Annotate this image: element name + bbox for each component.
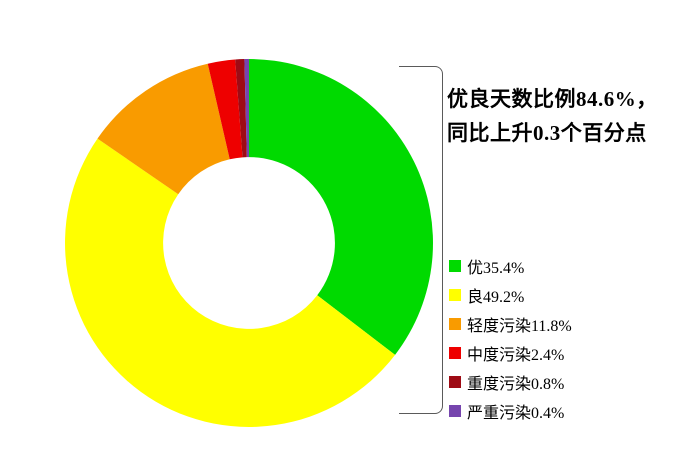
- donut-chart: [65, 59, 433, 427]
- annotation-line-1: 优良天数比例84.6%，: [447, 87, 658, 111]
- chart-legend: 优35.4% 良49.2% 轻度污染11.8% 中度污染2.4% 重度污染0.8% 严重污…: [449, 251, 572, 425]
- donut-slice-1: [65, 138, 396, 427]
- legend-label: 良49.2%: [467, 288, 525, 306]
- legend-item-5: 严重污染0.4%: [449, 396, 572, 425]
- legend-label: 优35.4%: [467, 259, 525, 277]
- legend-item-4: 重度污染0.8%: [449, 367, 572, 396]
- donut-slice-3: [207, 59, 243, 160]
- annotation-text: 优良天数比例84.6%， 同比上升0.3个百分点: [447, 82, 687, 150]
- legend-swatch-icon: [449, 346, 461, 359]
- legend-item-0: 优35.4%: [449, 251, 572, 280]
- legend-swatch-icon: [449, 259, 461, 272]
- legend-swatch-icon: [449, 404, 461, 417]
- donut-slice-5: [244, 59, 249, 158]
- legend-label: 中度污染2.4%: [467, 346, 565, 364]
- legend-label: 重度污染0.8%: [467, 375, 565, 393]
- legend-item-1: 良49.2%: [449, 280, 572, 309]
- legend-label: 严重污染0.4%: [467, 404, 565, 422]
- legend-label: 轻度污染11.8%: [467, 317, 572, 335]
- donut-slice-0: [249, 59, 433, 355]
- legend-swatch-icon: [449, 288, 461, 301]
- legend-item-3: 中度污染2.4%: [449, 338, 572, 367]
- callout-bracket: [399, 66, 443, 414]
- legend-item-2: 轻度污染11.8%: [449, 309, 572, 338]
- donut-slice-2: [97, 63, 230, 195]
- donut-slice-4: [235, 59, 247, 158]
- legend-swatch-icon: [449, 375, 461, 388]
- legend-swatch-icon: [449, 317, 461, 330]
- annotation-line-2: 同比上升0.3个百分点: [447, 121, 647, 145]
